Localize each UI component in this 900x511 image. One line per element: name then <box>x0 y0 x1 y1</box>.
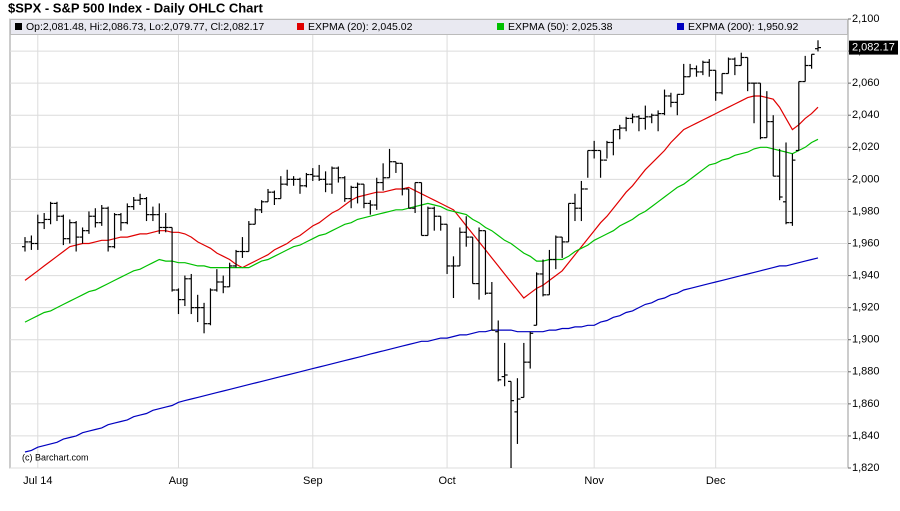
watermark: (c) Barchart.com <box>22 452 89 462</box>
chart-title: $SPX - S&P 500 Index - Daily OHLC Chart <box>8 0 263 15</box>
legend-ohlc: Op:2,081.48, Hi:2,086.73, Lo:2,079.77, C… <box>26 21 264 33</box>
legend-swatch <box>15 23 22 30</box>
x-tick-label: Dec <box>706 475 726 487</box>
y-tick-label: 1,820 <box>852 462 880 474</box>
y-tick-label: 1,860 <box>852 398 880 410</box>
y-tick-label: 1,920 <box>852 302 880 314</box>
price-tag-box <box>849 40 898 55</box>
y-tick-label: 1,840 <box>852 430 880 442</box>
x-tick-label: Nov <box>584 475 604 487</box>
y-tick-label: 1,960 <box>852 237 880 249</box>
y-tick-label: 1,880 <box>852 366 880 378</box>
marks <box>22 40 821 468</box>
legend-swatch <box>497 23 504 30</box>
y-tick-label: 2,040 <box>852 109 880 121</box>
legend-label: EXPMA (200): 1,950.92 <box>688 21 798 33</box>
y-tick-label: 1,980 <box>852 205 880 217</box>
legend-swatch <box>677 23 684 30</box>
x-tick-label: Oct <box>439 475 456 487</box>
y-tick-label: 2,060 <box>852 77 880 89</box>
legend-bar <box>10 19 848 35</box>
ema-line <box>24 257 819 453</box>
y-tick-label: 1,940 <box>852 269 880 281</box>
price-tag: 2,082.17 <box>852 41 895 53</box>
x-tick-label: Sep <box>303 475 323 487</box>
y-tick-label: 1,900 <box>852 334 880 346</box>
x-tick-label: Jul 14 <box>23 475 52 487</box>
x-tick-label: Aug <box>169 475 189 487</box>
y-tick-label: 2,000 <box>852 173 880 185</box>
legend-swatch <box>297 23 304 30</box>
y-tick-label: 2,100 <box>852 13 880 25</box>
legend-label: EXPMA (20): 2,045.02 <box>308 21 413 33</box>
y-tick-label: 2,020 <box>852 141 880 153</box>
legend-label: EXPMA (50): 2,025.38 <box>508 21 613 33</box>
